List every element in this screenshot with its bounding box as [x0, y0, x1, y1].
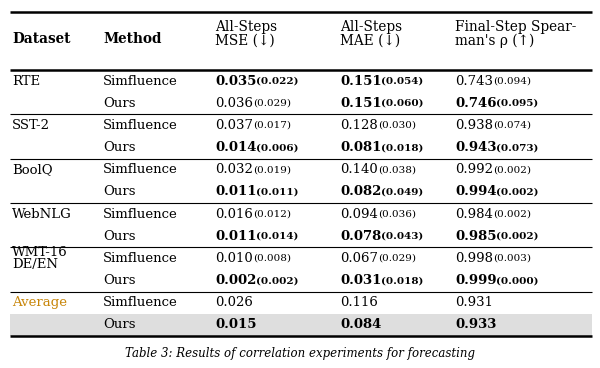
Text: 0.746: 0.746 — [455, 97, 497, 110]
Text: (0.022): (0.022) — [256, 77, 298, 86]
Text: (0.018): (0.018) — [381, 276, 423, 285]
Text: Ours: Ours — [103, 141, 136, 154]
Text: 0.992: 0.992 — [455, 163, 493, 176]
Text: (0.029): (0.029) — [253, 99, 291, 108]
Text: 0.081: 0.081 — [340, 141, 382, 154]
Text: 0.128: 0.128 — [340, 119, 378, 132]
Text: 0.011: 0.011 — [215, 185, 257, 198]
Text: BoolQ: BoolQ — [12, 163, 53, 176]
Text: 0.036: 0.036 — [215, 97, 253, 110]
Text: (0.003): (0.003) — [493, 254, 531, 263]
Text: Final-Step Spear-: Final-Step Spear- — [455, 20, 577, 34]
Text: 0.743: 0.743 — [455, 75, 493, 88]
Text: 0.010: 0.010 — [215, 252, 253, 265]
Text: 0.082: 0.082 — [340, 185, 382, 198]
Text: Simfluence: Simfluence — [103, 252, 178, 265]
Text: (0.030): (0.030) — [378, 121, 416, 130]
Text: Simfluence: Simfluence — [103, 208, 178, 220]
Text: Simfluence: Simfluence — [103, 296, 178, 309]
Text: man's ρ (↑): man's ρ (↑) — [455, 34, 535, 48]
Text: 0.014: 0.014 — [215, 141, 257, 154]
Text: Ours: Ours — [103, 274, 136, 287]
Text: 0.943: 0.943 — [455, 141, 497, 154]
Text: RTE: RTE — [12, 75, 40, 88]
Text: 0.984: 0.984 — [455, 208, 493, 220]
Text: (0.018): (0.018) — [381, 143, 423, 152]
Text: (0.094): (0.094) — [493, 77, 531, 86]
Text: 0.002: 0.002 — [215, 274, 256, 287]
Text: All-Steps: All-Steps — [215, 20, 277, 34]
Text: 0.015: 0.015 — [215, 318, 257, 332]
Text: 0.016: 0.016 — [215, 208, 253, 220]
Text: Ours: Ours — [103, 230, 136, 243]
Text: 0.078: 0.078 — [340, 230, 381, 243]
Text: (0.036): (0.036) — [378, 210, 416, 219]
Text: (0.006): (0.006) — [256, 143, 298, 152]
Text: 0.938: 0.938 — [455, 119, 493, 132]
Text: 0.931: 0.931 — [455, 296, 493, 309]
Text: 0.999: 0.999 — [455, 274, 497, 287]
Text: (0.008): (0.008) — [253, 254, 291, 263]
Text: (0.012): (0.012) — [253, 210, 291, 219]
Text: (0.095): (0.095) — [496, 99, 538, 108]
Text: MSE (↓): MSE (↓) — [215, 34, 275, 48]
Text: SST-2: SST-2 — [12, 119, 50, 132]
Text: (0.017): (0.017) — [253, 121, 291, 130]
Text: Simfluence: Simfluence — [103, 163, 178, 176]
Text: 0.994: 0.994 — [455, 185, 497, 198]
Text: MAE (↓): MAE (↓) — [340, 34, 400, 48]
Text: 0.031: 0.031 — [340, 274, 382, 287]
Text: (0.049): (0.049) — [381, 187, 423, 197]
Text: (0.011): (0.011) — [256, 187, 298, 197]
Text: 0.084: 0.084 — [340, 318, 382, 332]
Text: 0.140: 0.140 — [340, 163, 378, 176]
Text: WebNLG: WebNLG — [12, 208, 72, 220]
Text: Simfluence: Simfluence — [103, 75, 178, 88]
Text: (0.029): (0.029) — [378, 254, 416, 263]
Text: Method: Method — [103, 32, 161, 46]
Text: (0.060): (0.060) — [381, 99, 424, 108]
Text: (0.043): (0.043) — [381, 232, 423, 241]
Text: Table 3: Results of correlation experiments for forecasting: Table 3: Results of correlation experime… — [125, 347, 475, 361]
Text: 0.026: 0.026 — [215, 296, 253, 309]
Text: (0.002): (0.002) — [493, 165, 531, 174]
Text: 0.032: 0.032 — [215, 163, 253, 176]
Text: 0.037: 0.037 — [215, 119, 253, 132]
Text: 0.151: 0.151 — [340, 97, 382, 110]
Text: (0.002): (0.002) — [256, 276, 298, 285]
Text: 0.933: 0.933 — [455, 318, 496, 332]
Text: 0.985: 0.985 — [455, 230, 497, 243]
Text: 0.094: 0.094 — [340, 208, 378, 220]
Text: (0.014): (0.014) — [256, 232, 298, 241]
Text: 0.011: 0.011 — [215, 230, 257, 243]
Text: (0.054): (0.054) — [381, 77, 423, 86]
Text: Average: Average — [12, 296, 67, 309]
Text: 0.116: 0.116 — [340, 296, 378, 309]
Text: Ours: Ours — [103, 318, 136, 332]
Bar — [10, 314, 592, 336]
Text: DE/EN: DE/EN — [12, 258, 58, 271]
Text: (0.038): (0.038) — [378, 165, 416, 174]
Text: Simfluence: Simfluence — [103, 119, 178, 132]
Text: (0.002): (0.002) — [496, 187, 538, 197]
Text: (0.073): (0.073) — [496, 143, 538, 152]
Text: (0.019): (0.019) — [253, 165, 291, 174]
Text: (0.002): (0.002) — [496, 232, 538, 241]
Text: (0.002): (0.002) — [493, 210, 531, 219]
Text: (0.000): (0.000) — [496, 276, 538, 285]
Text: 0.151: 0.151 — [340, 75, 382, 88]
Text: WMT-16: WMT-16 — [12, 246, 68, 259]
Text: 0.035: 0.035 — [215, 75, 256, 88]
Text: Ours: Ours — [103, 97, 136, 110]
Text: Ours: Ours — [103, 185, 136, 198]
Text: Dataset: Dataset — [12, 32, 71, 46]
Text: All-Steps: All-Steps — [340, 20, 402, 34]
Text: 0.998: 0.998 — [455, 252, 493, 265]
Text: (0.074): (0.074) — [493, 121, 531, 130]
Text: 0.067: 0.067 — [340, 252, 378, 265]
